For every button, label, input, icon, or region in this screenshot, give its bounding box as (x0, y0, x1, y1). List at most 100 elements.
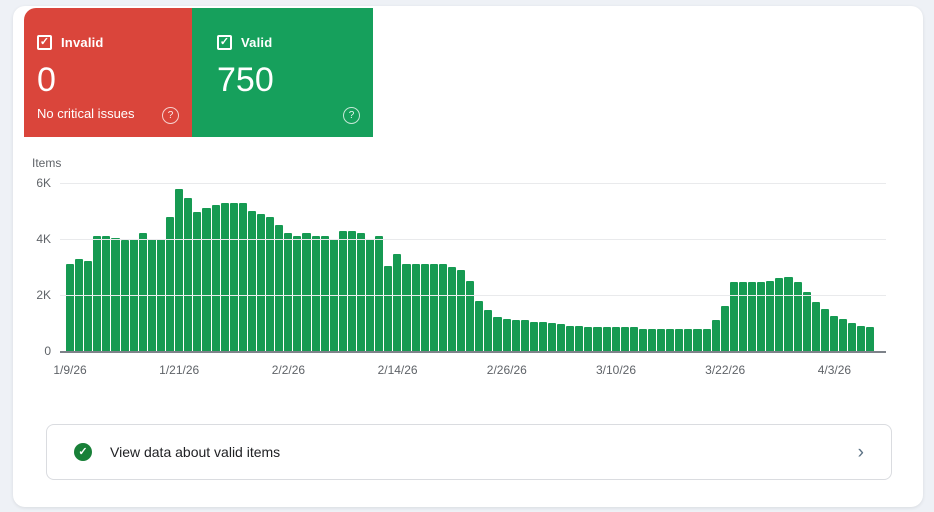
chart-bar[interactable] (738, 282, 748, 351)
chart-bar[interactable] (302, 233, 311, 351)
valid-card[interactable]: ✓ Valid 750 ? (192, 8, 373, 137)
chart-bar[interactable] (538, 321, 547, 351)
chart-bar[interactable] (757, 282, 766, 351)
chart-bar[interactable] (420, 264, 429, 351)
chart-bar[interactable] (193, 212, 202, 351)
chart-bar[interactable] (775, 278, 784, 351)
chart-bar[interactable] (529, 321, 538, 351)
chart-bar[interactable] (693, 329, 702, 351)
chart-bar[interactable] (275, 225, 284, 351)
chart-bar[interactable] (447, 267, 457, 351)
chart-bar[interactable] (284, 233, 293, 351)
chart-bar[interactable] (211, 205, 220, 351)
chart-bar[interactable] (266, 216, 275, 351)
chart-bar[interactable] (766, 281, 775, 351)
chart-bar[interactable] (166, 216, 175, 351)
chart-bar[interactable] (666, 329, 675, 351)
chart-bar[interactable] (684, 329, 693, 351)
chart-bar[interactable] (184, 198, 193, 351)
chart-bar[interactable] (857, 325, 866, 351)
x-tick-label: 3/10/26 (595, 363, 637, 377)
chart-bar[interactable] (566, 325, 575, 351)
chart-bar[interactable] (820, 309, 829, 351)
chart-bar[interactable] (338, 230, 347, 351)
chart-bar[interactable] (347, 230, 356, 351)
chart-bar[interactable] (402, 264, 411, 351)
x-tick-label: 1/9/26 (53, 363, 87, 377)
chart-bar[interactable] (229, 202, 238, 351)
chart-bar[interactable] (138, 233, 147, 351)
chart-bar[interactable] (429, 264, 438, 351)
chart-bar[interactable] (838, 318, 848, 351)
chart-bar[interactable] (93, 236, 102, 351)
chart-bar[interactable] (657, 328, 666, 351)
chart-bar[interactable] (293, 236, 302, 351)
valid-help-icon[interactable]: ? (343, 107, 360, 124)
chart-bar[interactable] (620, 327, 629, 351)
x-tick-label: 2/26/26 (486, 363, 527, 377)
chart-bar[interactable] (702, 328, 711, 351)
chart-bar[interactable] (648, 328, 657, 351)
chart-bar[interactable] (311, 236, 320, 351)
invalid-checkbox[interactable]: ✓ (37, 35, 52, 50)
chart-bar[interactable] (602, 327, 611, 351)
gridline (60, 295, 886, 296)
chart-bar[interactable] (357, 233, 366, 351)
chart-bar[interactable] (175, 188, 184, 351)
chart-bar[interactable] (384, 265, 393, 351)
chart-bar[interactable] (66, 264, 75, 351)
chart-bar[interactable] (84, 261, 93, 351)
chart-bar[interactable] (393, 254, 402, 351)
chart-bar[interactable] (784, 276, 793, 351)
gridline (60, 183, 886, 184)
chart-bar[interactable] (575, 325, 584, 351)
chart-bar[interactable] (320, 236, 329, 351)
chart-bar[interactable] (411, 264, 420, 351)
chart-bar[interactable] (720, 306, 729, 351)
chart-bar[interactable] (256, 213, 266, 351)
chart-bar[interactable] (557, 324, 566, 351)
chart-bar[interactable] (466, 281, 475, 351)
chart-bar[interactable] (457, 269, 466, 351)
invalid-help-icon[interactable]: ? (162, 107, 179, 124)
chart-bar[interactable] (111, 237, 120, 351)
chart-bar[interactable] (438, 264, 447, 351)
chart-bar[interactable] (202, 208, 211, 351)
chart-bar[interactable] (802, 292, 811, 351)
chart-bar[interactable] (729, 282, 738, 351)
chart-bar[interactable] (829, 316, 838, 351)
chart-bar[interactable] (520, 320, 529, 351)
valid-items-row[interactable]: ✓ View data about valid items › (46, 424, 892, 480)
chart-bar[interactable] (475, 300, 484, 351)
gridline (60, 239, 886, 240)
chart-bar[interactable] (748, 282, 757, 351)
valid-checkbox[interactable]: ✓ (217, 35, 232, 50)
chart-bar[interactable] (102, 236, 111, 351)
chart-bar[interactable] (511, 320, 520, 351)
chart-bar[interactable] (493, 317, 502, 351)
chart-bar[interactable] (584, 327, 593, 351)
chart-bar[interactable] (866, 327, 875, 351)
chart-bar[interactable] (848, 323, 857, 351)
chart-bar[interactable] (638, 328, 647, 351)
y-tick-label: 2K (36, 288, 51, 302)
chart-bar[interactable] (629, 327, 638, 351)
y-tick-label: 0 (44, 344, 51, 358)
invalid-card[interactable]: ✓ Invalid 0 No critical issues ? (24, 8, 192, 137)
chart-bar[interactable] (711, 320, 720, 351)
chart-bar[interactable] (375, 236, 384, 351)
chart-bar[interactable] (547, 323, 557, 351)
chart-bar[interactable] (611, 327, 620, 351)
chart-bar[interactable] (75, 258, 84, 351)
chart-bar[interactable] (675, 329, 684, 351)
chart-bar[interactable] (811, 302, 820, 351)
chart-bar[interactable] (484, 310, 493, 351)
chevron-right-icon[interactable]: › (857, 441, 864, 463)
chart-bar[interactable] (593, 327, 602, 351)
chart-bar[interactable] (793, 282, 802, 351)
chart-bar[interactable] (220, 202, 229, 351)
checkbox-check-icon: ✓ (219, 36, 230, 48)
chart-bar[interactable] (238, 202, 247, 351)
chart-bar[interactable] (247, 211, 256, 351)
chart-bar[interactable] (502, 318, 511, 351)
